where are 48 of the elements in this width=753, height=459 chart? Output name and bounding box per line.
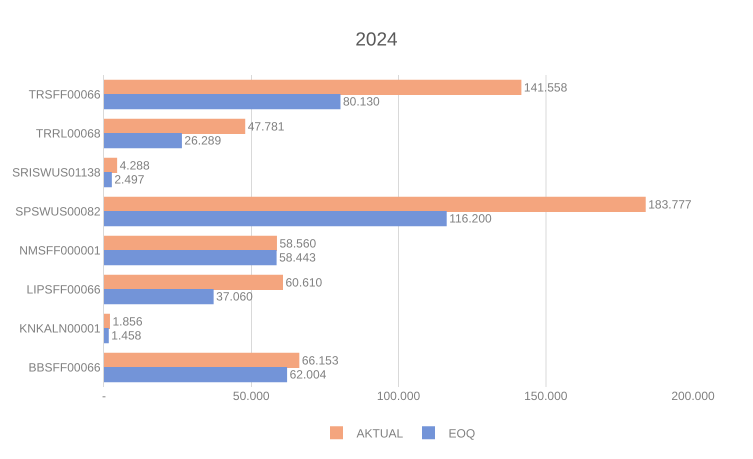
y-tick-label: SRISWUS01138 (12, 166, 101, 180)
bar (104, 250, 277, 266)
y-tick-label: BBSFF00066 (28, 360, 101, 375)
data-label: 62.004 (290, 368, 327, 382)
y-tick-label: LIPSFF00066 (26, 282, 101, 297)
legend-label: EOQ (448, 426, 476, 440)
data-label: 1.458 (111, 328, 142, 343)
bar (104, 94, 340, 110)
bar (104, 236, 277, 251)
data-label: 4.288 (120, 158, 150, 172)
data-label: 116.200 (449, 212, 492, 226)
bar (104, 352, 300, 368)
x-tick-label: 100.000 (376, 389, 421, 403)
data-label: 80.130 (342, 94, 380, 109)
data-label: 26.289 (184, 134, 222, 148)
bar (104, 196, 646, 212)
legend-label: AKTUAL (356, 426, 404, 440)
bar (104, 289, 214, 304)
bar (104, 274, 283, 290)
y-tick-label: TRSFF00066 (28, 88, 101, 102)
bar (104, 328, 109, 344)
data-label: 37.060 (216, 290, 254, 304)
y-tick-label: KNKALN00001 (19, 322, 101, 336)
bar (104, 118, 246, 134)
data-label: 58.443 (279, 250, 316, 265)
data-label: 2.497 (114, 172, 145, 187)
data-label: 66.153 (302, 353, 339, 368)
x-tick-label: 200.000 (671, 389, 716, 403)
data-label: 183.777 (648, 197, 692, 212)
bar (104, 211, 447, 226)
y-tick-label: SPSWUS00082 (15, 204, 101, 219)
y-tick-label: TRRL00068 (36, 126, 101, 141)
data-label: 141.558 (524, 80, 568, 94)
bar (104, 172, 112, 188)
data-label: 1.856 (112, 314, 143, 328)
data-label: 60.610 (286, 275, 323, 290)
bar (104, 133, 182, 148)
bar (104, 314, 110, 329)
y-tick-label: NMSFF000001 (19, 244, 101, 258)
chart-title: 2024 (355, 29, 398, 50)
data-label: 47.781 (248, 119, 285, 134)
bar (104, 367, 288, 382)
bar (104, 80, 522, 95)
x-tick-label: 50.000 (232, 389, 270, 403)
bar (104, 158, 118, 173)
data-label: 58.560 (279, 236, 316, 250)
x-tick-label: 150.000 (524, 389, 568, 403)
x-tick-label: - (102, 389, 106, 403)
